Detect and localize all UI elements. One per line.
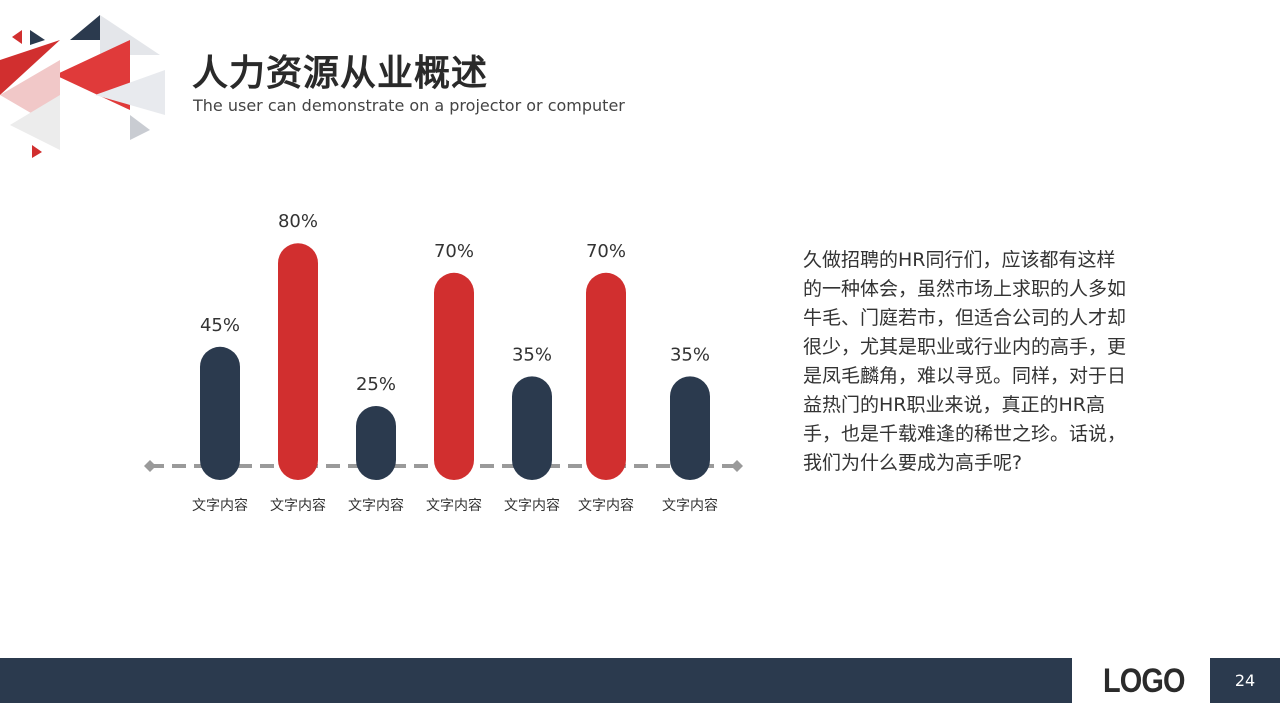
bar-value-label-2: 80% [278, 211, 318, 232]
logo: LOGO [1103, 662, 1186, 700]
footer-bar [0, 658, 1072, 703]
bar-value-label-1: 45% [200, 315, 240, 336]
bar-3 [356, 406, 396, 480]
bar-4 [434, 272, 474, 480]
body-paragraph: 久做招聘的HR同行们，应该都有这样的一种体会，虽然市场上求职的人多如牛毛、门庭若… [803, 249, 1127, 474]
category-label-1: 文字内容 [192, 497, 248, 514]
page-number: 24 [1210, 658, 1280, 703]
page-title: 人力资源从业概述 [192, 53, 489, 94]
bar-1 [200, 346, 240, 480]
bar-2 [278, 243, 318, 480]
category-label-7: 文字内容 [662, 497, 718, 514]
category-label-5: 文字内容 [504, 497, 560, 514]
category-label-2: 文字内容 [270, 497, 326, 514]
bar-6 [586, 272, 626, 480]
page-subtitle: The user can demonstrate on a projector … [193, 96, 625, 115]
bar-value-label-4: 70% [434, 241, 474, 262]
category-label-6: 文字内容 [578, 497, 634, 514]
bar-value-label-3: 25% [356, 374, 396, 395]
bar-5 [512, 376, 552, 480]
baseline-right-diamond [731, 460, 743, 472]
decorative-triangles [0, 15, 165, 158]
bar-value-label-7: 35% [670, 344, 710, 365]
bar-value-label-6: 70% [586, 241, 626, 262]
category-label-4: 文字内容 [426, 497, 482, 514]
baseline-left-diamond [144, 460, 156, 472]
bar-7 [670, 376, 710, 480]
bar-value-label-5: 35% [512, 344, 552, 365]
category-label-3: 文字内容 [348, 497, 404, 514]
